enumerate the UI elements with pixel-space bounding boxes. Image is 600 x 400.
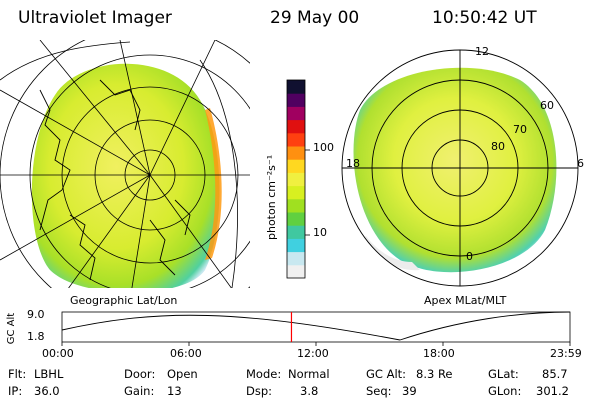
door-label: Door: (124, 367, 156, 381)
time-label: 10:50:42 UT (432, 8, 537, 28)
x-tick-2359: 23:59 (550, 347, 582, 360)
dsp-label: Dsp: (246, 384, 273, 398)
instrument-title: Ultraviolet Imager (18, 8, 172, 28)
colorbar-segment (287, 212, 305, 226)
left-frame (0, 41, 238, 289)
colorbar-segment (287, 264, 305, 279)
colorbar-tick-100: 100 (313, 141, 334, 154)
colorbar-segment (287, 106, 305, 121)
flt-value: LBHL (34, 367, 64, 381)
colorbar-segment (287, 146, 305, 160)
door-value: Open (167, 367, 198, 381)
gcalt-label: GC Alt: (366, 367, 407, 381)
colorbar-segment (287, 119, 305, 134)
ip-label: IP: (8, 384, 23, 398)
seq-label: Seq: (366, 384, 392, 398)
mlt-label-18: 18 (346, 157, 360, 170)
gain-value: 13 (167, 384, 182, 398)
ip-value: 36.0 (34, 384, 60, 398)
mlt-label-12: 12 (475, 45, 489, 58)
dsp-value: 3.8 (300, 384, 319, 398)
colorbar-segment (287, 225, 305, 239)
colorbar-segment (287, 80, 305, 94)
x-tick-0600: 06:00 (170, 347, 202, 360)
alt-axis-label: GC Alt (6, 312, 18, 345)
gain-label: Gain: (124, 384, 155, 398)
colorbar-segment (287, 132, 305, 147)
colorbar-unit: photon cm⁻²s⁻¹ (265, 154, 278, 240)
mlat-label-60: 60 (540, 99, 554, 112)
colorbar-segment (287, 172, 305, 187)
geographic-image (0, 40, 250, 288)
flt-label: Flt: (8, 367, 27, 381)
colorbar-tick-10: 10 (313, 226, 327, 239)
mlt-label-6: 6 (577, 157, 584, 170)
x-tick-1200: 12:00 (297, 347, 329, 360)
right-panel-label: Apex MLat/MLT (424, 294, 507, 307)
mlt-label-0: 0 (466, 250, 473, 263)
colorbar-segment (287, 238, 305, 253)
x-tick-0000: 00:00 (42, 347, 74, 360)
glon-value: 301.2 (536, 384, 569, 398)
colorbar (287, 80, 305, 279)
mlat-label-80: 80 (491, 140, 505, 153)
x-tick-1800: 18:00 (423, 347, 455, 360)
mode-label: Mode: (246, 367, 282, 381)
mode-value: Normal (288, 367, 330, 381)
magnetic-polar-plot (341, 49, 579, 287)
glon-label: GLon: (488, 384, 522, 398)
seq-value: 39 (402, 384, 417, 398)
altitude-plot (61, 311, 571, 346)
alt-tick-1-8: 1.8 (27, 330, 45, 343)
date-label: 29 May 00 (270, 8, 360, 28)
colorbar-segment (287, 198, 305, 213)
alt-tick-9: 9.0 (27, 308, 45, 321)
glat-label: GLat: (488, 367, 519, 381)
colorbar-frame (286, 79, 306, 279)
colorbar-segment (287, 159, 305, 173)
colorbar-segment (287, 93, 305, 107)
colorbar-segment (287, 185, 305, 200)
mlat-label-70: 70 (513, 123, 527, 136)
glat-value: 85.7 (542, 367, 568, 381)
left-panel-label: Geographic Lat/Lon (70, 294, 178, 307)
gcalt-value: 8.3 Re (416, 367, 453, 381)
colorbar-segment (287, 251, 305, 266)
